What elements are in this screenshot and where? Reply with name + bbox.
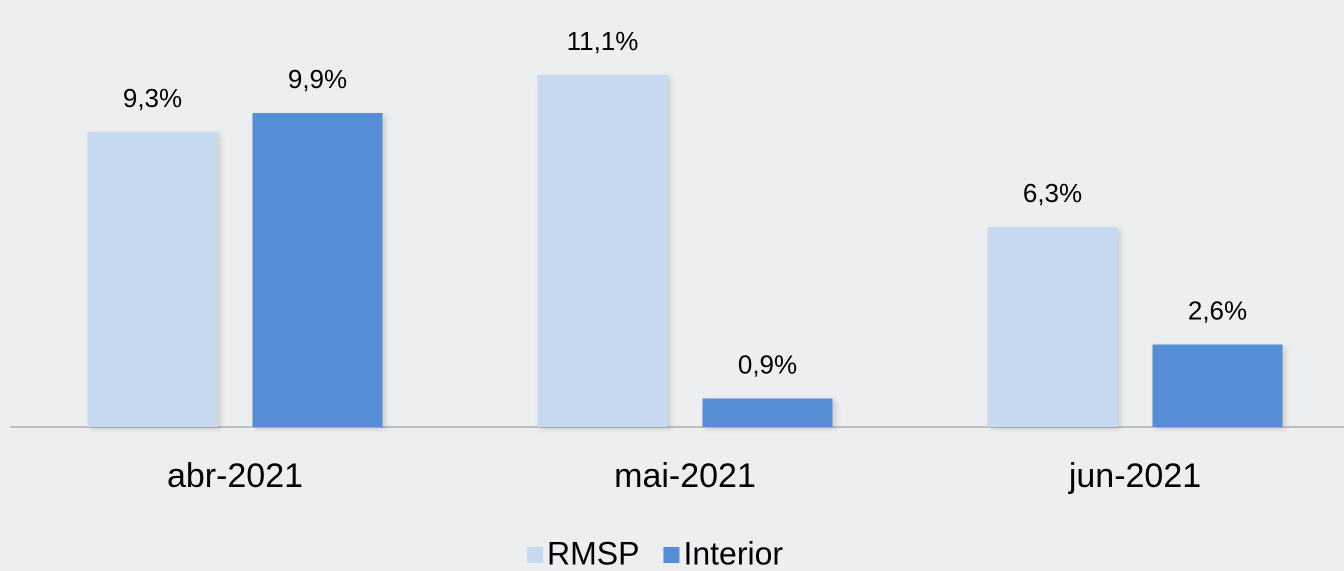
- bar: [537, 75, 668, 427]
- x-tick-label: mai-2021: [614, 457, 756, 495]
- legend-swatch: [663, 547, 680, 563]
- bar: [87, 132, 218, 427]
- bar: [252, 113, 383, 428]
- bar: [987, 227, 1118, 427]
- x-tick-label: abr-2021: [167, 457, 303, 495]
- legend-swatch: [527, 547, 543, 563]
- x-tick-label: jun-2021: [1068, 457, 1201, 495]
- value-label: 6,3%: [1023, 178, 1082, 208]
- value-label: 2,6%: [1188, 295, 1247, 325]
- bar: [1152, 344, 1283, 427]
- value-label: 9,3%: [123, 83, 182, 113]
- legend-label: Interior: [683, 535, 783, 571]
- value-label: 0,9%: [738, 349, 797, 379]
- value-label: 11,1%: [567, 26, 639, 56]
- legend-label: RMSP: [547, 535, 639, 571]
- value-label: 9,9%: [288, 64, 347, 94]
- bar: [702, 398, 833, 427]
